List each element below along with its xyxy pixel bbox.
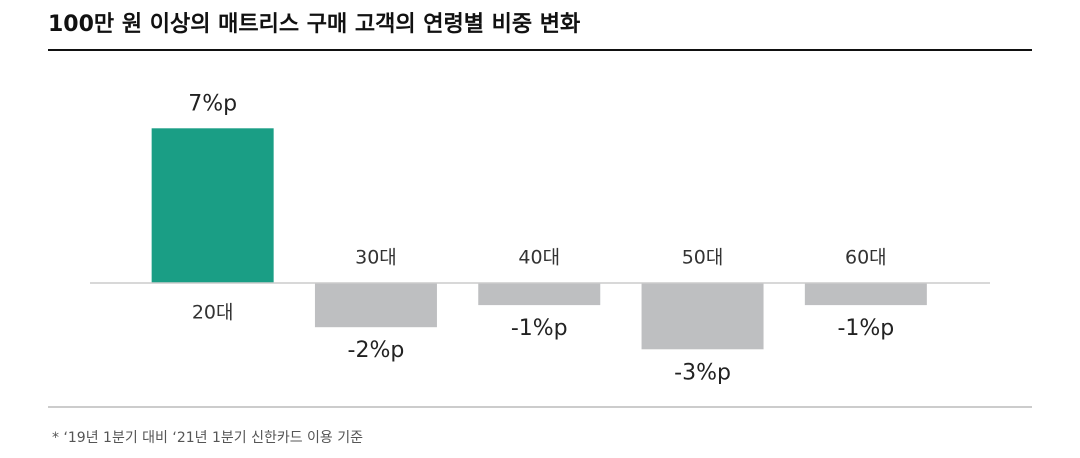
value-label: -3%p <box>674 360 731 385</box>
category-label: 40대 <box>518 247 560 269</box>
category-label: 60대 <box>845 247 887 269</box>
bar <box>804 283 927 306</box>
category-label: 20대 <box>192 302 234 324</box>
value-label: -2%p <box>348 338 405 363</box>
value-label: -1%p <box>511 316 568 341</box>
category-label: 30대 <box>355 247 397 269</box>
bar <box>641 283 764 350</box>
bar <box>478 283 601 306</box>
bar <box>314 283 437 328</box>
category-label: 50대 <box>682 247 724 269</box>
chart-title: 100만 원 이상의 매트리스 구매 고객의 연령별 비중 변화 <box>48 12 580 37</box>
bar <box>151 128 274 283</box>
footnote: * ‘19년 1분기 대비 ‘21년 1분기 신한카드 이용 기준 <box>52 430 363 446</box>
value-label: -1%p <box>837 316 894 341</box>
value-label: 7%p <box>188 91 237 116</box>
